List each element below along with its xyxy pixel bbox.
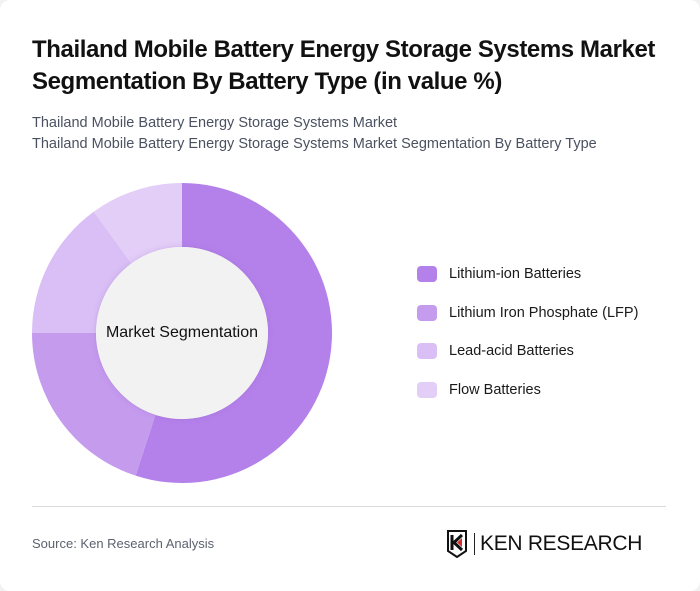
legend-item-lithium-ion[interactable]: Lithium-ion Batteries (417, 264, 638, 284)
donut-svg (32, 183, 332, 483)
legend-label: Lithium-ion Batteries (449, 266, 582, 282)
ken-research-shield-icon (447, 530, 467, 558)
legend-item-lead-acid[interactable]: Lead-acid Batteries (417, 341, 638, 361)
legend-label: Flow Batteries (449, 381, 541, 398)
legend-swatch (417, 304, 437, 321)
subtitle-line-1: Thailand Mobile Battery Energy Storage S… (32, 115, 398, 131)
donut-segment-lithium-ion-batteries[interactable] (135, 183, 332, 483)
legend-item-flow[interactable]: Flow Batteries (417, 380, 638, 400)
donut-chart: Market Segmentation (30, 181, 334, 485)
donut-segment-flow-batteries[interactable] (93, 183, 182, 264)
legend-label: Lithium Iron Phosphate (LFP) (449, 304, 639, 321)
subtitle: Thailand Mobile Battery Energy Storage S… (32, 113, 672, 155)
legend-label: Lead-acid Batteries (449, 343, 574, 359)
donut-segment-lithium-iron-phosphate-lfp[interactable] (32, 333, 156, 476)
legend-swatch (417, 343, 437, 359)
source-note: Source: Ken Research Analysis (32, 536, 215, 551)
legend-swatch (417, 266, 437, 282)
logo-text: KEN RESEARCH (480, 532, 643, 555)
logo-separator (474, 533, 475, 555)
donut-hole (96, 247, 268, 419)
subtitle-line-2: Thailand Mobile Battery Energy Storage S… (32, 136, 597, 152)
donut-segment-lead-acid-batteries[interactable] (32, 211, 132, 333)
footer-divider (32, 506, 666, 507)
page-title: Thailand Mobile Battery Energy Storage S… (32, 36, 655, 95)
ken-research-logo: KEN RESEARCH (446, 530, 642, 558)
legend-swatch (417, 381, 437, 398)
chart-legend: Lithium-ion Batteries Lithium Iron Phosp… (417, 264, 638, 418)
legend-item-lfp[interactable]: Lithium Iron Phosphate (LFP) (417, 303, 638, 323)
donut-center-label: Market Segmentation (105, 324, 259, 341)
